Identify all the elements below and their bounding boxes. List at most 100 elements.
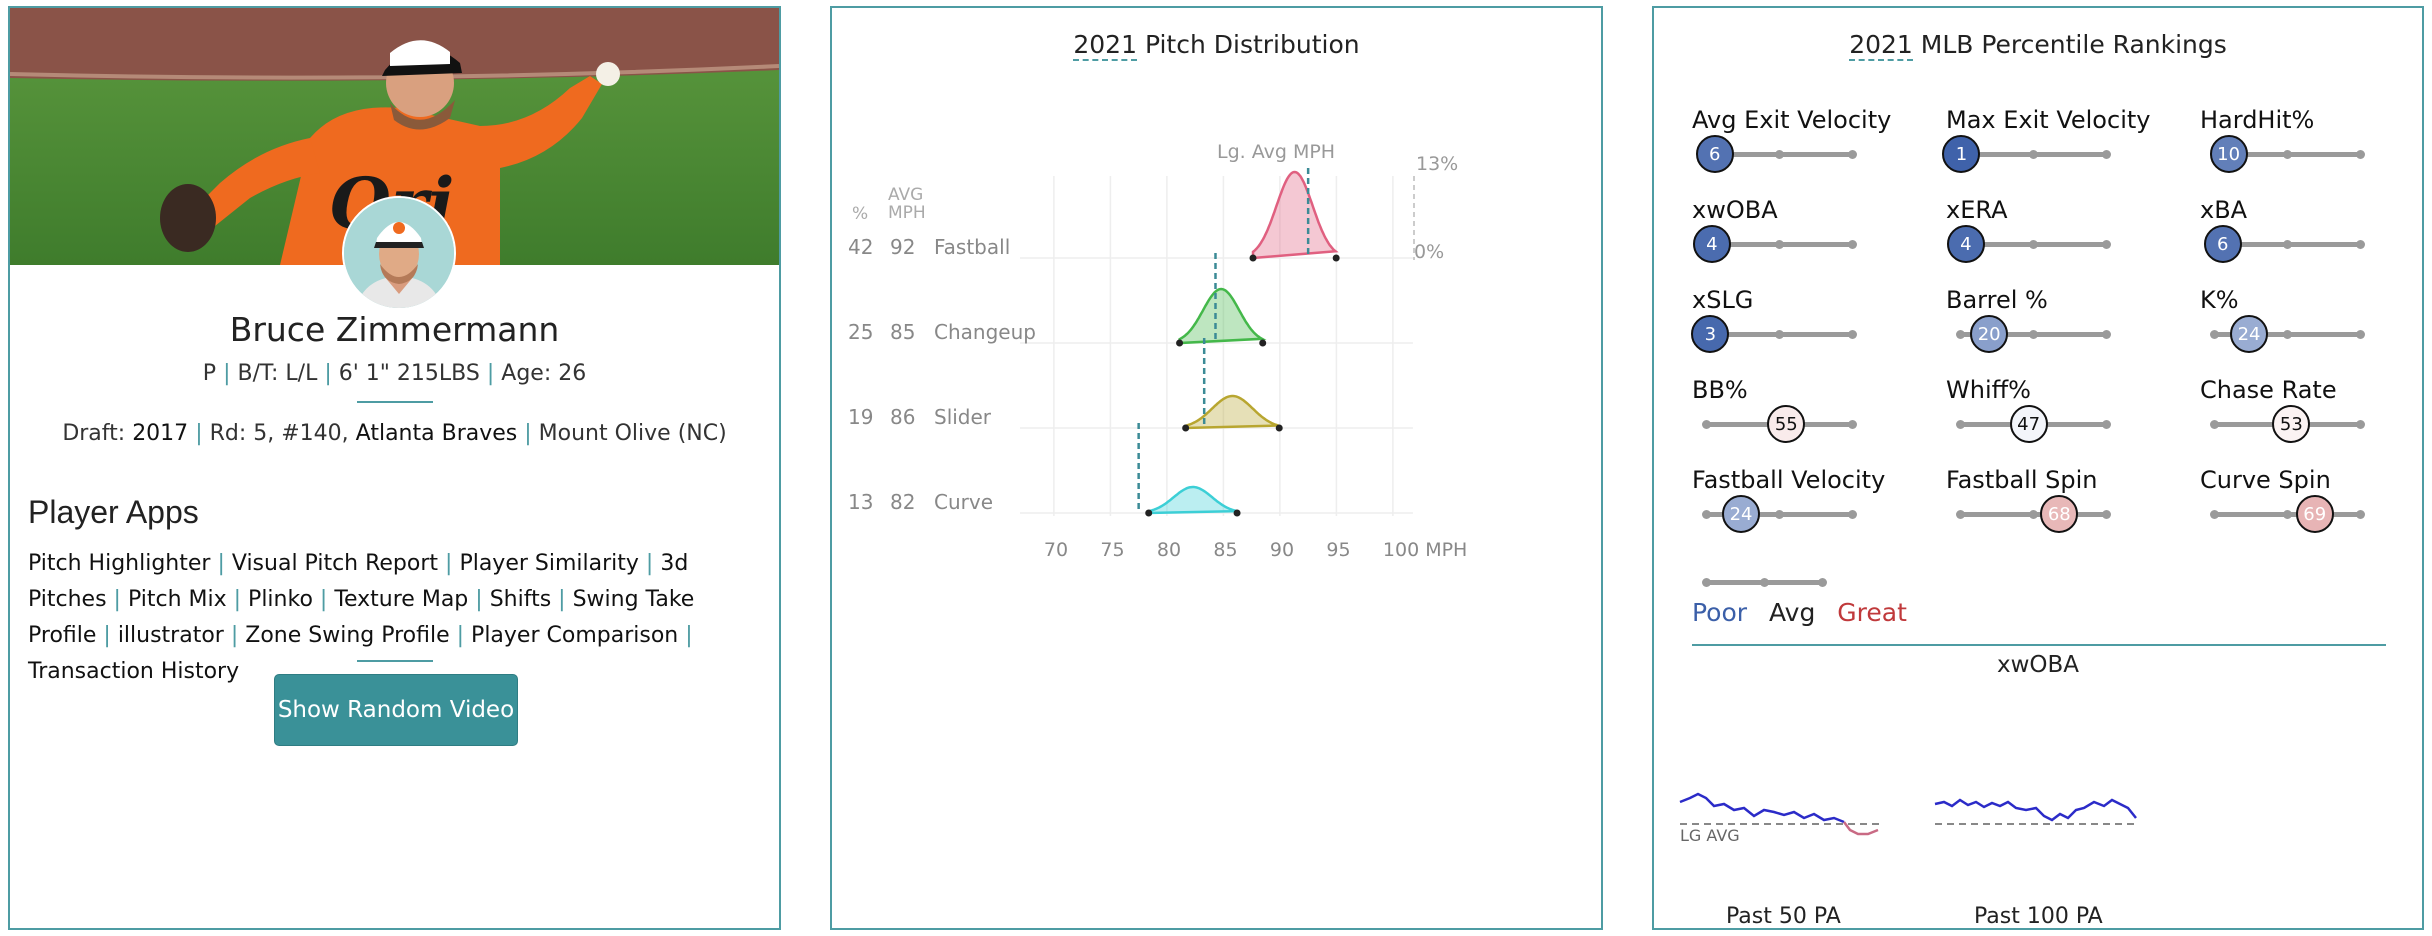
separator: | <box>226 587 249 612</box>
curve-endpoint <box>1176 339 1184 347</box>
track-tick <box>1702 510 1711 519</box>
player-apps-list: Pitch Highlighter | Visual Pitch Report … <box>28 546 768 690</box>
percentile-bubble-xera[interactable]: 4 <box>1946 225 1985 263</box>
percentile-bubble-max-exit-velocity[interactable]: 1 <box>1942 135 1981 173</box>
rank-label-whiff-: Whiff% <box>1946 376 2031 404</box>
x-tick-label: 95 <box>1326 539 1350 561</box>
x-tick-label: 100 MPH <box>1383 539 1467 561</box>
percentile-bubble-xba[interactable]: 6 <box>2203 225 2242 263</box>
percentile-legend: Poor Avg Great <box>1692 598 1921 627</box>
app-link-visual-pitch-report[interactable]: Visual Pitch Report <box>231 551 439 576</box>
xwoba-rolling-title: xwOBA <box>1996 652 2080 678</box>
pitch-pct: 25 <box>848 320 873 344</box>
pitch-name: Changeup <box>934 320 1036 344</box>
app-link-player-comparison[interactable]: Player Comparison <box>471 623 679 648</box>
draft-info: Draft: 2017 | Rd: 5, #140, Atlanta Brave… <box>10 421 779 446</box>
percentile-bubble-bb-[interactable]: 55 <box>1767 405 1806 443</box>
track-tick <box>1702 420 1711 429</box>
separator: | <box>486 361 495 386</box>
percentile-bubble-hardhit-[interactable]: 10 <box>2209 135 2248 173</box>
track-tick <box>1775 510 1784 519</box>
app-link-zone-swing-profile[interactable]: Zone Swing Profile <box>245 623 450 648</box>
track-tick <box>1848 330 1857 339</box>
separator: | <box>638 551 661 576</box>
pitch-pct: 42 <box>848 235 873 259</box>
spark-label-past-100: Past 100 PA <box>1974 904 2103 929</box>
app-link-3d-pitches[interactable]: 3d Pitches <box>28 551 689 612</box>
legend-poor: Poor <box>1692 598 1748 627</box>
app-link-pitch-highlighter[interactable]: Pitch Highlighter <box>28 551 211 576</box>
separator: | <box>312 587 335 612</box>
track-tick <box>1848 420 1857 429</box>
rank-label-barrel-: Barrel % <box>1946 286 2048 314</box>
track-tick <box>2210 510 2219 519</box>
app-link-pitch-mix[interactable]: Pitch Mix <box>127 587 227 612</box>
percentile-bubble-barrel-[interactable]: 20 <box>1970 315 2009 353</box>
track-tick <box>1848 150 1857 159</box>
xwoba-sparklines <box>1679 792 2137 836</box>
app-link-transaction-history[interactable]: Transaction History <box>28 659 240 684</box>
separator: | <box>449 623 472 648</box>
track-tick <box>1956 420 1965 429</box>
app-link-player-similarity[interactable]: Player Similarity <box>459 551 639 576</box>
track-tick <box>2102 240 2111 249</box>
rank-label-fastball-spin: Fastball Spin <box>1946 466 2098 494</box>
app-link-illustrator[interactable]: illustrator <box>117 623 224 648</box>
track-tick <box>1956 330 1965 339</box>
track-tick <box>2283 510 2292 519</box>
app-link-texture-map[interactable]: Texture Map <box>334 587 469 612</box>
percentile-bubble-whiff-[interactable]: 47 <box>2009 405 2048 443</box>
rank-label-curve-spin: Curve Spin <box>2200 466 2331 494</box>
x-tick-label: 70 <box>1044 539 1068 561</box>
curve-endpoint <box>1182 424 1190 432</box>
percentile-bubble-avg-exit-velocity[interactable]: 6 <box>1695 135 1734 173</box>
rank-label-chase-rate: Chase Rate <box>2200 376 2337 404</box>
show-random-video-button[interactable]: Show Random Video <box>274 674 518 746</box>
percentile-bubble-curve-spin[interactable]: 69 <box>2295 495 2334 533</box>
rank-label-fastball-velocity: Fastball Velocity <box>1692 466 1886 494</box>
app-link-swing-take-profile[interactable]: Swing Take Profile <box>28 587 695 648</box>
track-tick <box>1848 240 1857 249</box>
app-link-plinko[interactable]: Plinko <box>248 587 313 612</box>
percentile-bubble-chase-rate[interactable]: 53 <box>2272 405 2311 443</box>
pitch-density-curve <box>1184 394 1279 430</box>
sparkline-past-100-pa <box>1934 798 2137 825</box>
pitch-distribution-year[interactable]: 2021 <box>1073 30 1137 61</box>
player-headshot <box>342 196 456 310</box>
player-school: Mount Olive (NC) <box>538 421 727 446</box>
percentile-bubble-fastball-spin[interactable]: 68 <box>2040 495 2079 533</box>
percentile-bubble-xslg[interactable]: 3 <box>1691 315 1730 353</box>
curve-endpoint <box>1249 254 1257 262</box>
draft-team: Atlanta Braves <box>355 421 518 446</box>
track-tick <box>2283 330 2292 339</box>
scale-top-label: 13% <box>1416 153 1458 175</box>
pitch-name: Slider <box>934 405 992 429</box>
track-tick <box>1775 330 1784 339</box>
player-apps-title: Player Apps <box>28 494 199 530</box>
track-tick <box>2356 150 2365 159</box>
draft-year: 2017 <box>132 421 189 446</box>
player-bats-throws: B/T: L/L <box>237 361 318 386</box>
percentile-bubble-k-[interactable]: 24 <box>2230 315 2269 353</box>
separator: | <box>678 623 693 648</box>
track-tick <box>2029 150 2038 159</box>
track-tick <box>2356 240 2365 249</box>
rank-label-xslg: xSLG <box>1692 286 1754 314</box>
percentile-bubble-xwoba[interactable]: 4 <box>1692 225 1731 263</box>
separator: | <box>551 587 573 612</box>
track-tick <box>2102 510 2111 519</box>
track-tick <box>2102 420 2111 429</box>
player-name: Bruce Zimmermann <box>229 310 560 349</box>
divider <box>1692 644 2386 646</box>
scale-bottom-label: 0% <box>1414 241 1444 263</box>
percentile-rankings-title-text: MLB Percentile Rankings <box>1912 30 2227 59</box>
x-tick-label: 90 <box>1270 539 1294 561</box>
percentile-bubble-fastball-velocity[interactable]: 24 <box>1722 495 1761 533</box>
track-tick <box>1956 510 1965 519</box>
divider <box>357 660 433 662</box>
pitch-distribution-panel: 2021 Pitch Distribution 13% 0% Lg. Avg MPH… <box>830 6 1603 930</box>
player-bio: P | B/T: L/L | 6' 1" 215LBS | Age: 26 <box>10 361 779 386</box>
percentile-rankings-year[interactable]: 2021 <box>1849 30 1913 61</box>
app-link-shifts[interactable]: Shifts <box>489 587 552 612</box>
player-height-weight: 6' 1" 215LBS <box>338 361 480 386</box>
